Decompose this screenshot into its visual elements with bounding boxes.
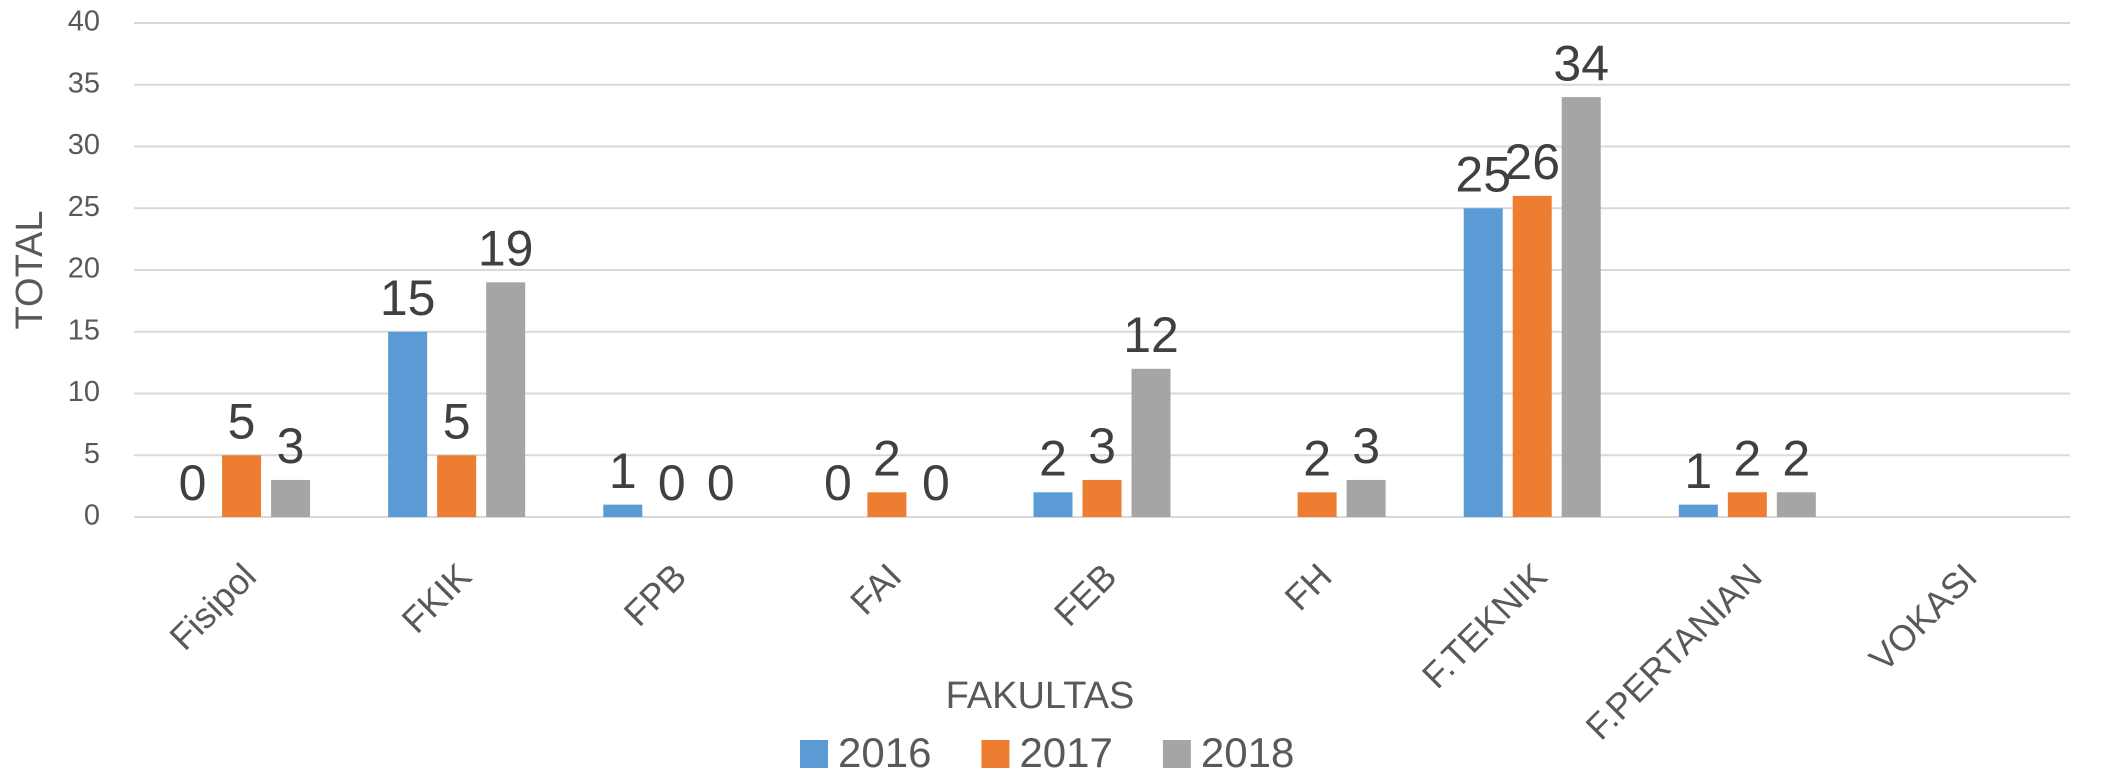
data-label: 0	[824, 455, 852, 511]
x-tick-label: FH	[1277, 555, 1340, 618]
bar	[1297, 492, 1337, 517]
y-tick-label: 30	[68, 129, 100, 161]
data-label: 0	[179, 455, 207, 511]
data-label: 25	[1455, 146, 1511, 202]
y-tick-label: 20	[68, 253, 100, 285]
legend-swatch	[800, 740, 828, 768]
y-tick-label: 5	[84, 438, 100, 470]
data-label: 34	[1553, 35, 1609, 91]
data-label: 1	[609, 443, 637, 499]
data-label: 2	[1782, 431, 1810, 487]
y-tick-label: 0	[84, 500, 100, 532]
legend-swatch	[1162, 740, 1191, 768]
bar	[1033, 492, 1073, 517]
bar	[1463, 208, 1503, 517]
x-tick-label: FPB	[616, 555, 694, 633]
bar	[867, 492, 907, 517]
x-tick-label: F.TEKNIK	[1414, 555, 1555, 696]
data-label: 3	[1088, 418, 1116, 474]
data-label: 2	[1733, 431, 1761, 487]
legend-label: 2018	[1201, 729, 1294, 776]
y-tick-label: 25	[68, 191, 100, 223]
bar	[486, 282, 526, 517]
x-axis-title: FAKULTAS	[946, 675, 1135, 717]
data-label: 0	[658, 455, 686, 511]
bar	[1776, 492, 1816, 517]
y-axis-title: TOTAL	[9, 211, 51, 330]
x-tick-label: Fisipol	[161, 555, 264, 658]
legend-swatch	[981, 740, 1010, 768]
x-tick-label: F.PERTANIAN	[1578, 555, 1770, 747]
bar	[1678, 504, 1718, 517]
data-label: 26	[1504, 134, 1560, 190]
legend-label: 2017	[1019, 729, 1112, 776]
data-label: 0	[922, 455, 950, 511]
data-label: 2	[1303, 431, 1331, 487]
legend-label: 2016	[838, 729, 931, 776]
y-tick-label: 35	[68, 67, 100, 99]
bar	[1082, 479, 1122, 517]
data-label: 15	[380, 270, 436, 326]
bar	[388, 331, 428, 517]
bar	[1727, 492, 1767, 517]
data-label: 2	[873, 431, 901, 487]
bar	[437, 455, 477, 517]
data-label: 12	[1123, 307, 1179, 363]
x-tick-label: FKIK	[393, 555, 479, 641]
x-tick-label: FAI	[842, 555, 909, 622]
x-tick-label: FEB	[1046, 555, 1124, 633]
data-label: 3	[277, 418, 305, 474]
data-label: 19	[478, 221, 534, 277]
bar	[1346, 479, 1386, 517]
bar	[271, 479, 311, 517]
data-label: 0	[707, 455, 735, 511]
bar	[1561, 97, 1601, 517]
y-tick-label: 15	[68, 314, 100, 346]
y-tick-label: 10	[68, 376, 100, 408]
bar	[1131, 368, 1171, 517]
bar	[1512, 195, 1552, 517]
data-label: 5	[228, 393, 256, 449]
bar	[603, 504, 643, 517]
x-tick-label: VOKASI	[1861, 555, 1985, 679]
y-tick-label: 40	[68, 6, 100, 38]
data-label: 5	[443, 393, 471, 449]
data-label: 2	[1039, 431, 1067, 487]
data-label: 3	[1352, 418, 1380, 474]
data-label: 1	[1684, 443, 1712, 499]
bar	[222, 455, 262, 517]
